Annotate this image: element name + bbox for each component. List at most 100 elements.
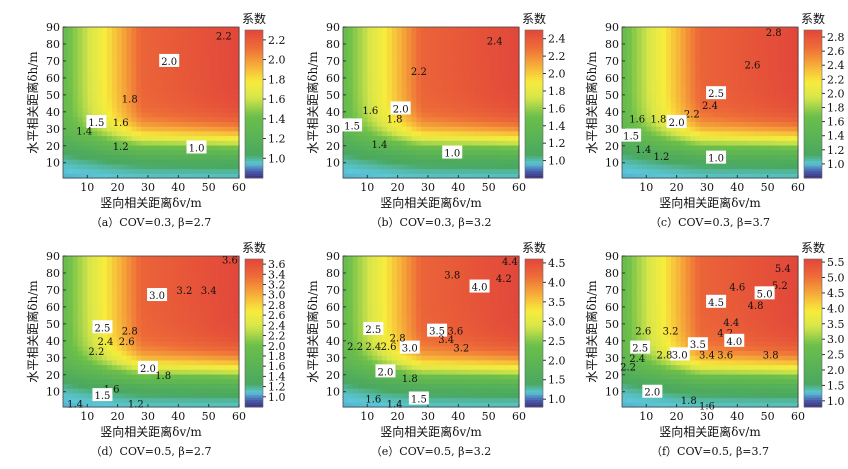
heat-cell — [107, 279, 113, 285]
heat-cell — [155, 303, 162, 309]
heat-cell — [195, 373, 201, 380]
heat-cell — [136, 383, 142, 389]
heat-cell — [504, 140, 510, 146]
heat-cell — [680, 130, 687, 137]
heat-cell — [126, 74, 133, 80]
heat-cell — [131, 298, 137, 304]
heat-cell — [131, 303, 137, 309]
heat-cell — [754, 140, 760, 146]
heat-cell — [229, 173, 235, 179]
heat-cell — [170, 36, 177, 42]
heat-cell — [367, 93, 373, 99]
heat-cell — [710, 27, 716, 33]
y-tick-label: 70 — [46, 55, 60, 68]
heat-cell — [773, 64, 780, 71]
heat-cell — [190, 111, 196, 118]
heat-cell — [190, 373, 196, 380]
heat-cell — [773, 41, 780, 47]
heat-cell — [475, 93, 481, 99]
heat-cell — [77, 392, 84, 399]
heat-cell — [180, 168, 186, 174]
heat-cell — [141, 274, 147, 281]
heat-cell — [406, 45, 413, 52]
heat-cell — [185, 270, 191, 276]
heat-cell — [151, 312, 157, 318]
heat-cell — [695, 36, 701, 42]
colorbar-tick-label: 1.4 — [268, 113, 286, 126]
heat-cell — [160, 355, 167, 361]
heat-cell — [160, 78, 167, 85]
heat-cell — [362, 93, 369, 99]
heat-cell — [460, 45, 466, 52]
heat-cell — [92, 55, 98, 61]
heat-cell — [470, 163, 476, 170]
heat-cell — [406, 36, 413, 42]
colorbar-segment — [525, 153, 543, 157]
heat-cell — [401, 144, 408, 151]
heat-cell — [411, 83, 417, 89]
heat-cell — [352, 60, 359, 66]
heat-cell — [470, 78, 476, 85]
heat-cell — [165, 45, 172, 52]
heat-cell — [465, 50, 471, 56]
colorbar-segment — [525, 91, 543, 95]
heat-cell — [343, 144, 349, 151]
heat-cell — [160, 350, 167, 356]
heat-cell — [126, 317, 133, 323]
heat-cell — [195, 397, 201, 403]
heat-cell — [224, 336, 230, 342]
heat-cell — [670, 144, 677, 151]
heat-cell — [656, 27, 662, 33]
heat-cell — [209, 265, 216, 271]
heat-cell — [131, 149, 137, 156]
heat-cell — [401, 78, 408, 85]
heat-cell — [470, 130, 476, 137]
heat-cell — [199, 340, 206, 347]
heat-cell — [450, 121, 457, 127]
heat-cell — [97, 50, 103, 56]
heat-cell — [87, 83, 93, 89]
heat-cell — [475, 107, 481, 113]
heat-cell — [102, 149, 108, 156]
heat-cell — [97, 284, 103, 290]
heat-cell — [175, 36, 181, 42]
heat-cell — [504, 55, 510, 61]
heat-cell — [724, 159, 731, 165]
heat-cell — [406, 41, 413, 47]
heat-cell — [224, 378, 230, 385]
heat-cell — [626, 116, 633, 122]
heat-cell — [499, 50, 505, 56]
colorbar-segment — [525, 165, 543, 169]
heat-cell — [180, 36, 186, 42]
heat-cell — [185, 369, 191, 375]
heat-cell — [700, 41, 706, 47]
colorbar-segment — [804, 32, 822, 36]
heat-cell — [224, 36, 230, 42]
heat-cell — [111, 270, 118, 276]
heat-cell — [121, 298, 128, 304]
heat-cell — [209, 107, 216, 113]
heat-cell — [690, 97, 696, 104]
heat-cell — [450, 173, 457, 179]
heat-cell — [209, 350, 216, 356]
heat-cell — [185, 350, 191, 356]
heat-cell — [165, 154, 172, 160]
heat-cell — [763, 130, 770, 137]
heat-cell — [87, 88, 93, 94]
heat-cell — [185, 340, 191, 347]
heat-cell — [440, 140, 447, 146]
heat-cell — [97, 27, 103, 33]
heat-cell — [77, 45, 84, 52]
heat-cell — [141, 270, 147, 276]
heat-cell — [185, 102, 191, 108]
heat-cell — [484, 93, 491, 99]
heat-cell — [136, 312, 142, 318]
heat-cell — [155, 36, 162, 42]
heat-cell — [107, 274, 113, 281]
colorbar-segment — [525, 89, 543, 93]
heat-cell — [175, 130, 181, 137]
heat-cell — [460, 121, 466, 127]
heat-cell — [401, 31, 408, 38]
heat-cell — [710, 130, 716, 137]
